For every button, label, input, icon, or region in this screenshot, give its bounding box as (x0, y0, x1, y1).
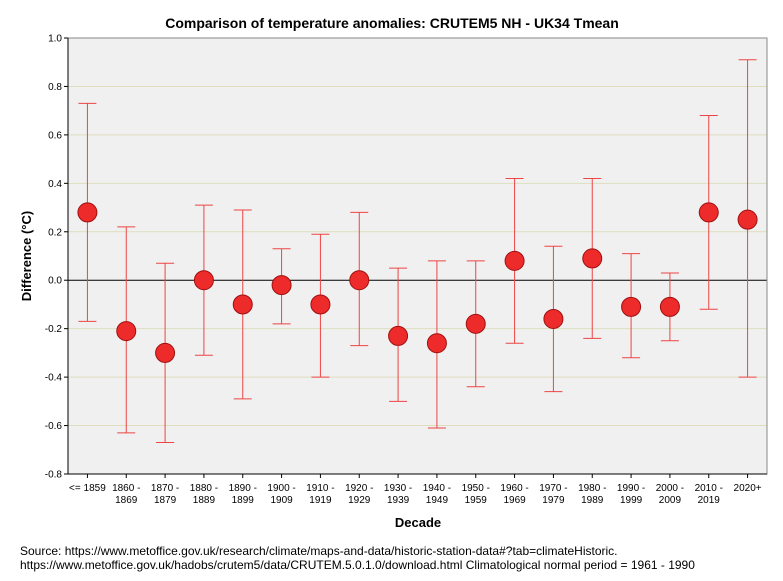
data-point (116, 321, 137, 342)
data-point (310, 294, 331, 315)
x-tick-label: 1950 -1959 (462, 483, 490, 506)
x-tick-label: 2010 -2019 (695, 483, 723, 506)
y-axis-label: Difference (°C) (19, 211, 34, 301)
x-tick-label: 2000 -2009 (656, 483, 684, 506)
source-note: Source: https://www.metoffice.gov.uk/res… (20, 544, 695, 572)
x-tick-label: 1890 -1899 (229, 483, 257, 506)
data-point (582, 248, 603, 269)
x-tick-labels: <= 1859 1860 -1869 1870 -1879 1880 -1889 189… (69, 483, 762, 506)
y-tick-label: -0.6 (45, 421, 63, 432)
x-tick-label: 1920 -1929 (345, 483, 373, 506)
x-tick-label: 1990 -1999 (617, 483, 645, 506)
data-point (77, 202, 98, 223)
x-tick-label: <= 1859 (69, 483, 106, 494)
x-tick-label: 1910 -1919 (306, 483, 334, 506)
x-tick-label: 1940 -1949 (423, 483, 451, 506)
x-tick-label: 1860 -1869 (112, 483, 140, 506)
y-tick-label: -0.4 (45, 373, 63, 384)
data-point (349, 270, 370, 291)
data-point (388, 325, 409, 346)
gridlines (68, 85, 767, 427)
data-point (271, 275, 292, 296)
x-tick-label: 1900 -1909 (267, 483, 295, 506)
axes (64, 37, 768, 478)
x-tick-label: 1970 -1979 (539, 483, 567, 506)
y-tick-label: 0.6 (48, 130, 62, 141)
x-tick-label: 2020+ (734, 483, 762, 494)
y-tick-label: -0.8 (45, 470, 63, 481)
data-point (465, 313, 486, 334)
y-tick-label: 0.0 (48, 276, 62, 287)
plot-area (68, 38, 767, 474)
y-tick-label: 0.8 (48, 82, 62, 93)
x-tick-label: 1870 -1879 (151, 483, 179, 506)
y-tick-label: 0.2 (48, 227, 62, 238)
x-tick-label: 1960 -1969 (500, 483, 528, 506)
y-tick-label: 1.0 (48, 34, 62, 45)
data-point (659, 296, 680, 317)
chart-title: Comparison of temperature anomalies: CRU… (165, 15, 619, 31)
data-point (504, 250, 525, 271)
data-point (193, 270, 214, 291)
data-point (737, 209, 758, 230)
x-tick-label: 1880 -1889 (190, 483, 218, 506)
y-tick-label: -0.2 (45, 324, 63, 335)
y-tick-label: 0.4 (48, 179, 62, 190)
data-point (426, 333, 447, 354)
data-point (155, 342, 176, 363)
data-point (698, 202, 719, 223)
data-points (77, 202, 758, 363)
x-tick-label: 1980 -1989 (578, 483, 606, 506)
data-point (621, 296, 642, 317)
x-tick-label: 1930 -1939 (384, 483, 412, 506)
x-axis-label: Decade (395, 515, 441, 530)
y-tick-labels: -0.8 -0.6 -0.4 -0.2 0.0 0.2 0.4 0.6 0.8 1.0 (45, 34, 63, 481)
data-point (232, 294, 253, 315)
data-point (543, 308, 564, 329)
